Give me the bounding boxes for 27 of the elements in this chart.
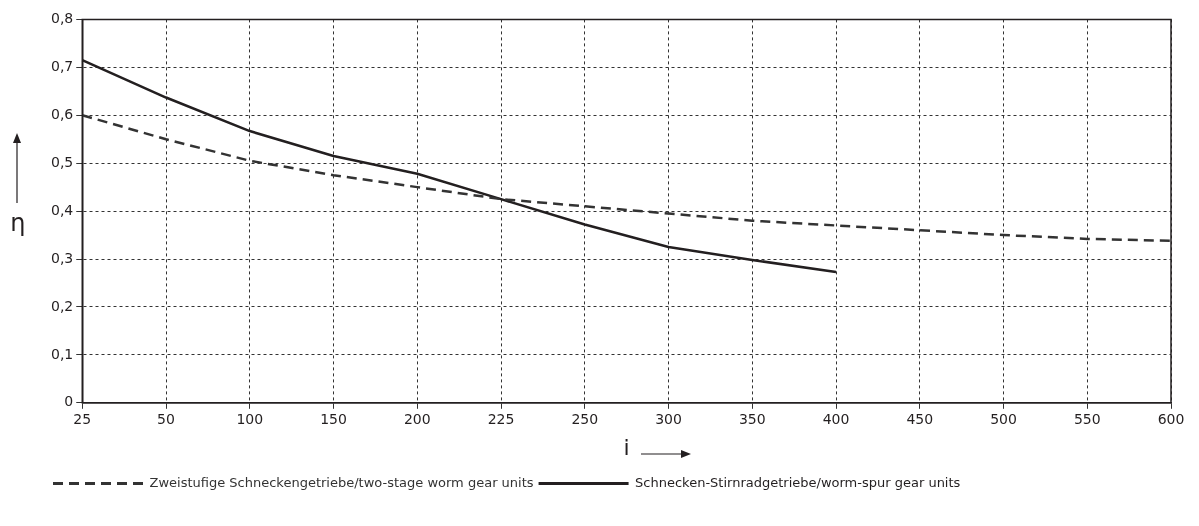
y-tick-label: 0,6 [51,105,74,122]
y-tick-label: 0,5 [51,153,74,170]
x-tick-label: 150 [320,410,347,427]
x-tick-label: 100 [236,410,264,427]
x-tick-label: 400 [822,410,850,427]
x-tick-label: 350 [738,410,766,427]
y-tick-label: 0,4 [51,201,74,218]
x-tick-label: 450 [906,410,934,427]
y-tick-label: 0,2 [51,297,74,314]
x-tick-label: 500 [990,410,1017,427]
text: Schnecken-Stirnradgetriebe/worm-spur gear units [635,474,961,490]
x-tick-label: 225 [487,410,515,427]
x-axis-title: i [623,434,630,460]
y-tick-label: 0 [64,393,74,410]
x-tick-label: 50 [157,410,175,427]
text: Zweistufige Schneckengetriebe/two-stage worm gear units [149,474,534,490]
x-tick-label: 250 [571,410,599,427]
x-tick-label: 25 [73,410,92,427]
y-tick-label: 0,8 [51,10,74,27]
y-tick-label: 0,7 [51,57,74,74]
x-tick-label: 600 [1157,410,1185,427]
y-axis-title: η [10,209,26,238]
y-tick-label: 0,1 [51,345,74,362]
x-tick-label: 200 [403,410,431,427]
x-tick-label: 300 [655,410,682,427]
y-tick-label: 0,3 [51,249,74,266]
x-tick-label: 550 [1073,410,1101,427]
